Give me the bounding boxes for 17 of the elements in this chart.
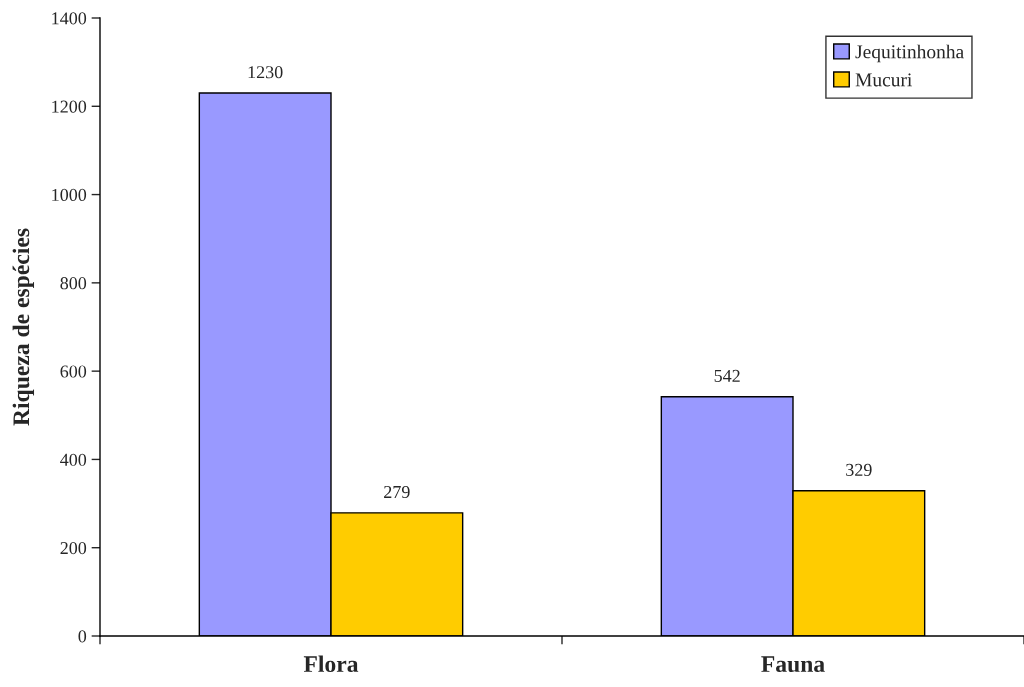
y-tick-label: 400 — [60, 453, 87, 466]
x-tick-label: Flora — [303, 655, 359, 673]
legend-label: Jequitinhonha — [855, 44, 964, 63]
data-label: 542 — [714, 369, 740, 382]
y-tick-label: 0 — [78, 630, 87, 643]
data-label: 1230 — [248, 66, 283, 79]
y-tick-label: 800 — [60, 277, 87, 290]
y-tick-label: 1400 — [52, 12, 87, 25]
y-tick-label: 200 — [60, 541, 87, 555]
legend-label: Mucuri — [855, 73, 912, 87]
y-axis-title: Riqueza de espécies — [12, 228, 35, 426]
data-label: 329 — [846, 463, 872, 476]
y-tick-label: 600 — [60, 365, 87, 378]
data-label: 279 — [384, 485, 410, 499]
y-tick-label: 1200 — [52, 100, 87, 113]
y-tick-label: 1000 — [52, 188, 87, 202]
x-tick-label: Fauna — [761, 656, 825, 673]
